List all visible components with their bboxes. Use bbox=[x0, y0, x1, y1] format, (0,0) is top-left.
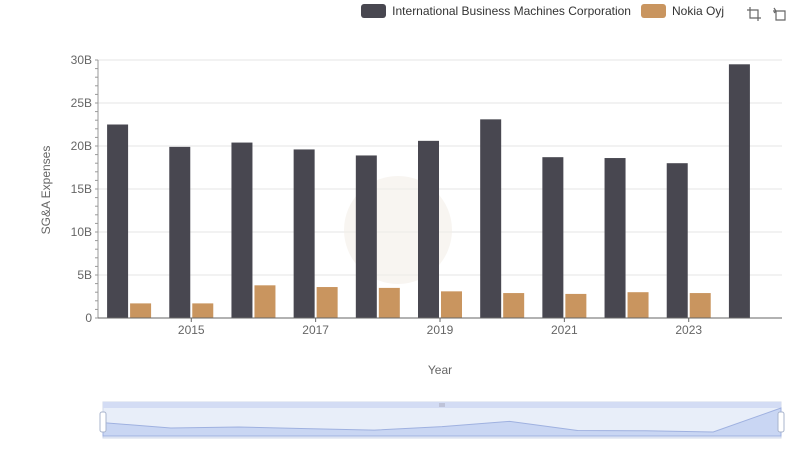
bar-ibm[interactable] bbox=[542, 157, 564, 318]
legend-item-nokia[interactable]: Nokia Oyj bbox=[640, 4, 724, 18]
bar-ibm[interactable] bbox=[728, 64, 750, 318]
y-tick-label: 5B bbox=[77, 268, 92, 282]
y-axis-title: SG&A Expenses bbox=[39, 146, 53, 235]
bar-ibm[interactable] bbox=[355, 155, 377, 318]
bar-nokia[interactable] bbox=[689, 293, 711, 318]
chart-toolbox bbox=[746, 6, 788, 22]
slider-left-handle[interactable] bbox=[99, 411, 107, 433]
legend-swatch-nokia bbox=[640, 4, 666, 18]
chart-legend: International Business Machines Corporat… bbox=[361, 4, 724, 18]
x-tick-label: 2021 bbox=[551, 323, 578, 337]
bar-ibm[interactable] bbox=[231, 142, 253, 318]
y-axis: 0 5B 10B 15B 20B 25B 30B bbox=[71, 53, 99, 325]
x-tick-label: 2015 bbox=[178, 323, 205, 337]
bar-nokia[interactable] bbox=[565, 293, 587, 318]
zoom-icon[interactable] bbox=[746, 6, 762, 22]
legend-swatch-ibm bbox=[361, 4, 387, 18]
y-tick-label: 20B bbox=[71, 139, 92, 153]
slider-right-handle[interactable] bbox=[777, 411, 785, 433]
bar-nokia[interactable] bbox=[130, 303, 152, 318]
data-zoom-slider[interactable] bbox=[99, 401, 785, 439]
y-tick-label: 15B bbox=[71, 182, 92, 196]
legend-item-ibm[interactable]: International Business Machines Corporat… bbox=[361, 4, 631, 18]
bar-nokia[interactable] bbox=[254, 285, 276, 318]
x-tick-label: 2019 bbox=[427, 323, 454, 337]
y-tick-label: 25B bbox=[71, 96, 92, 110]
zoom-reset-icon[interactable] bbox=[772, 6, 788, 22]
bar-nokia[interactable] bbox=[627, 292, 649, 318]
x-axis: 2015 2017 2019 2021 2023 bbox=[98, 317, 782, 337]
bar-ibm[interactable] bbox=[418, 140, 439, 318]
bar-nokia[interactable] bbox=[503, 293, 525, 318]
bar-ibm[interactable] bbox=[666, 163, 688, 318]
bar-ibm[interactable] bbox=[604, 158, 626, 318]
x-tick-label: 2023 bbox=[675, 323, 702, 337]
x-tick-label: 2017 bbox=[302, 323, 329, 337]
x-axis-title: Year bbox=[428, 363, 452, 377]
bar-nokia[interactable] bbox=[441, 291, 462, 318]
bar-ibm[interactable] bbox=[169, 146, 191, 318]
slider-preview-line bbox=[102, 407, 782, 437]
bar-ibm[interactable] bbox=[480, 119, 502, 318]
y-tick-label: 0 bbox=[85, 311, 92, 325]
bar-nokia[interactable] bbox=[378, 287, 400, 318]
legend-label-nokia: Nokia Oyj bbox=[671, 4, 724, 18]
bar-series bbox=[107, 64, 750, 318]
drag-handle-icon[interactable] bbox=[439, 403, 445, 407]
legend-label-ibm: International Business Machines Corporat… bbox=[392, 4, 631, 18]
y-tick-label: 30B bbox=[71, 53, 92, 67]
bar-nokia[interactable] bbox=[192, 303, 214, 318]
bar-nokia[interactable] bbox=[316, 287, 338, 318]
bar-ibm[interactable] bbox=[293, 149, 315, 318]
y-tick-label: 10B bbox=[71, 225, 92, 239]
bar-ibm[interactable] bbox=[107, 124, 129, 319]
